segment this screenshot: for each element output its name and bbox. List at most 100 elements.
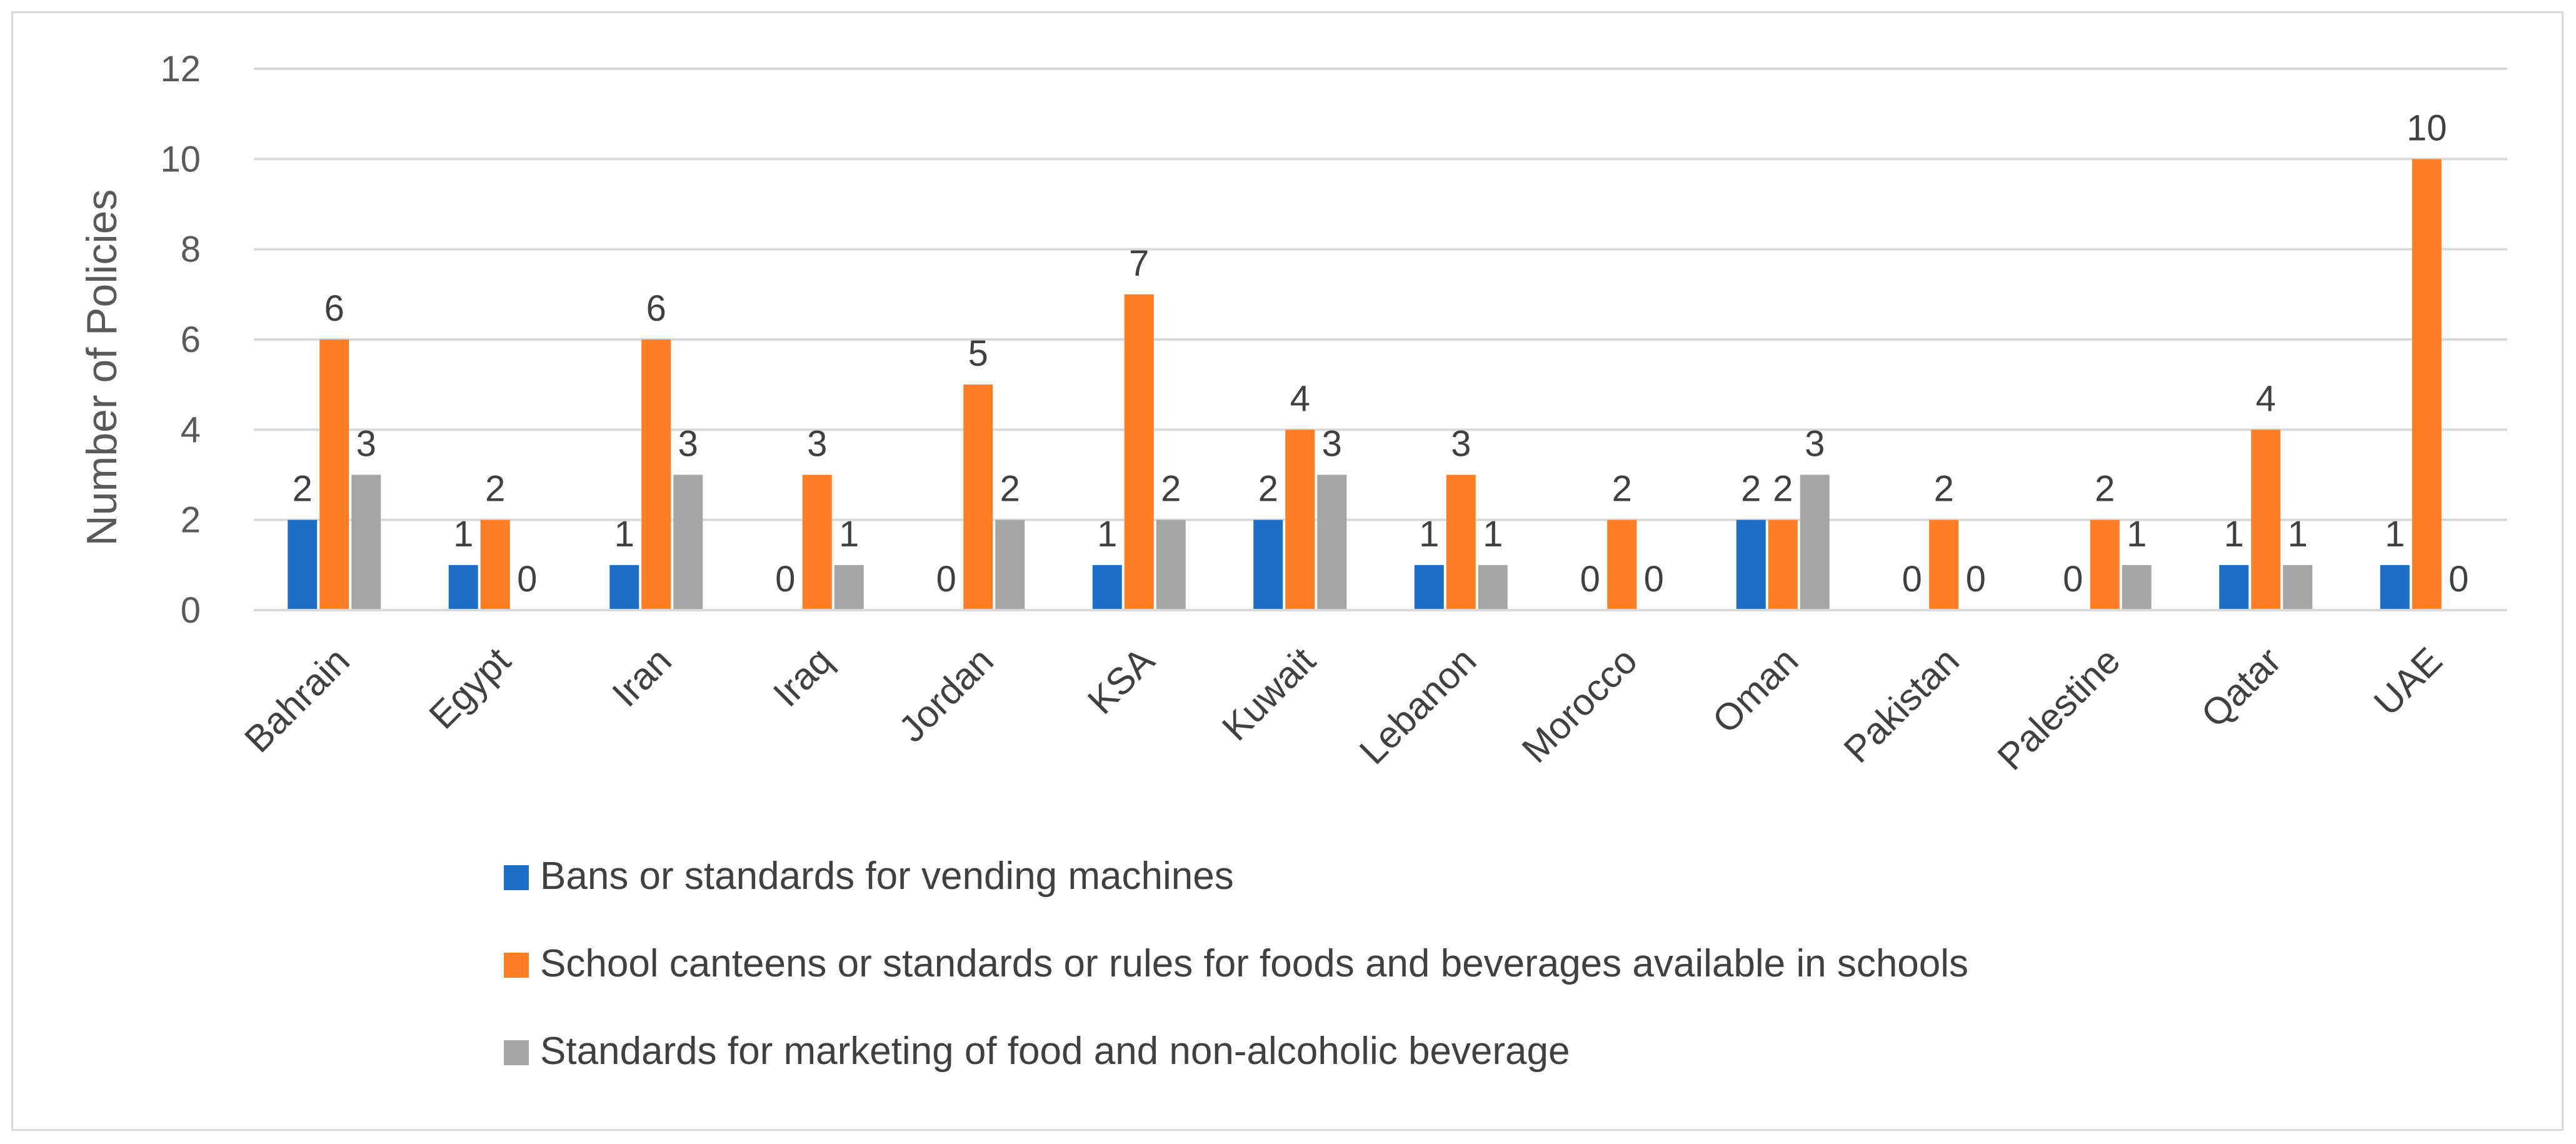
legend-swatch bbox=[504, 865, 529, 890]
bar bbox=[834, 564, 864, 610]
data-label: 1 bbox=[2224, 514, 2244, 554]
data-label: 2 bbox=[1773, 469, 1793, 509]
data-label: 1 bbox=[2127, 514, 2147, 554]
data-label: 4 bbox=[2256, 378, 2276, 419]
bar bbox=[1285, 429, 1315, 610]
data-label: 1 bbox=[2288, 514, 2308, 554]
bar bbox=[2251, 429, 2281, 610]
legend: Bans or standards for vending machines Sc… bbox=[504, 855, 1968, 1073]
data-label: 7 bbox=[1129, 243, 1149, 284]
data-label: 3 bbox=[356, 424, 376, 464]
x-tick-label: Jordan bbox=[891, 640, 1001, 750]
x-tick-label: Bahrain bbox=[236, 640, 358, 761]
x-tick-label: Iran bbox=[604, 640, 679, 715]
x-tick-label: Morocco bbox=[1514, 640, 1645, 771]
data-label: 0 bbox=[1902, 559, 1922, 600]
data-label: 6 bbox=[324, 288, 344, 329]
bar bbox=[480, 519, 510, 610]
bar bbox=[641, 339, 671, 610]
bars bbox=[288, 159, 2442, 611]
bar bbox=[1124, 294, 1154, 610]
legend-swatch bbox=[504, 1040, 529, 1065]
x-tick-label: UAE bbox=[2366, 640, 2450, 724]
x-tick-label: Pakistan bbox=[1836, 640, 1967, 771]
bar bbox=[2283, 564, 2313, 610]
data-label: 2 bbox=[2095, 469, 2115, 509]
y-axis-title: Number of Policies bbox=[78, 189, 126, 546]
data-label: 1 bbox=[2385, 514, 2405, 554]
bar bbox=[319, 339, 349, 610]
bar bbox=[609, 564, 639, 610]
data-label: 0 bbox=[1966, 559, 1986, 600]
bar bbox=[2412, 159, 2442, 611]
data-label: 0 bbox=[936, 559, 956, 600]
data-label: 1 bbox=[1419, 514, 1439, 554]
legend-label: Standards for marketing of food and non-… bbox=[540, 1030, 1570, 1073]
bar bbox=[351, 474, 381, 610]
bar bbox=[1736, 519, 1766, 610]
data-label: 2 bbox=[1000, 469, 1020, 509]
y-tick-label: 12 bbox=[160, 49, 201, 89]
data-label: 1 bbox=[1097, 514, 1117, 554]
data-label: 0 bbox=[1644, 559, 1664, 600]
data-label: 6 bbox=[646, 288, 666, 329]
bar bbox=[1800, 474, 1830, 610]
data-label: 1 bbox=[1483, 514, 1503, 554]
x-tick-label: Egypt bbox=[421, 640, 519, 737]
data-label: 0 bbox=[1580, 559, 1600, 600]
data-label: 2 bbox=[1161, 469, 1181, 509]
bar bbox=[1253, 519, 1283, 610]
bar bbox=[448, 564, 478, 610]
data-label: 4 bbox=[1290, 378, 1310, 419]
y-tick-label: 10 bbox=[160, 139, 201, 179]
bar bbox=[1414, 564, 1444, 610]
data-label: 3 bbox=[1451, 424, 1471, 464]
data-label: 2 bbox=[1741, 469, 1761, 509]
data-label: 0 bbox=[517, 559, 537, 600]
y-tick-label: 6 bbox=[181, 319, 201, 360]
data-label: 2 bbox=[293, 469, 313, 509]
x-tick-label: Palestine bbox=[1990, 640, 2128, 778]
bar bbox=[1446, 474, 1476, 610]
data-label: 2 bbox=[1612, 469, 1632, 509]
data-label: 0 bbox=[2063, 559, 2083, 600]
bar bbox=[2122, 564, 2152, 610]
bar bbox=[1607, 519, 1637, 610]
data-label: 1 bbox=[839, 514, 859, 554]
data-label: 2 bbox=[1934, 469, 1954, 509]
data-label: 3 bbox=[1805, 424, 1825, 464]
legend-label: School canteens or standards or rules fo… bbox=[540, 942, 1968, 985]
data-label: 3 bbox=[678, 424, 698, 464]
bar bbox=[1929, 519, 1959, 610]
bar bbox=[673, 474, 703, 610]
chart-frame: 0 2 4 6 8 10 12 Bahrain Egypt Iran Iraq Jordan KSA Ku… bbox=[11, 11, 2563, 1131]
data-label: 3 bbox=[1322, 424, 1342, 464]
data-label: 1 bbox=[453, 514, 473, 554]
data-label: 0 bbox=[775, 559, 795, 600]
bar bbox=[1478, 564, 1508, 610]
bar bbox=[1317, 474, 1347, 610]
data-label: 10 bbox=[2407, 108, 2447, 148]
y-tick-label: 0 bbox=[181, 590, 201, 631]
bar bbox=[963, 384, 993, 610]
legend-label: Bans or standards for vending machines bbox=[540, 855, 1234, 898]
bar bbox=[288, 519, 318, 610]
x-tick-label: Kuwait bbox=[1214, 640, 1323, 749]
bar bbox=[995, 519, 1025, 610]
bar bbox=[2219, 564, 2249, 610]
x-tick-label: Iraq bbox=[765, 640, 840, 715]
bar bbox=[1768, 519, 1798, 610]
bar bbox=[1156, 519, 1186, 610]
data-label: 5 bbox=[968, 333, 988, 374]
y-tick-label: 4 bbox=[181, 409, 201, 450]
x-tick-label: Qatar bbox=[2193, 640, 2288, 735]
legend-swatch bbox=[504, 953, 529, 978]
data-label: 1 bbox=[614, 514, 634, 554]
data-label: 3 bbox=[807, 424, 827, 464]
x-tick-label: Lebanon bbox=[1351, 640, 1485, 773]
x-tick-label: Oman bbox=[1705, 640, 1807, 741]
data-label: 2 bbox=[1258, 469, 1278, 509]
data-label: 0 bbox=[2448, 559, 2468, 600]
